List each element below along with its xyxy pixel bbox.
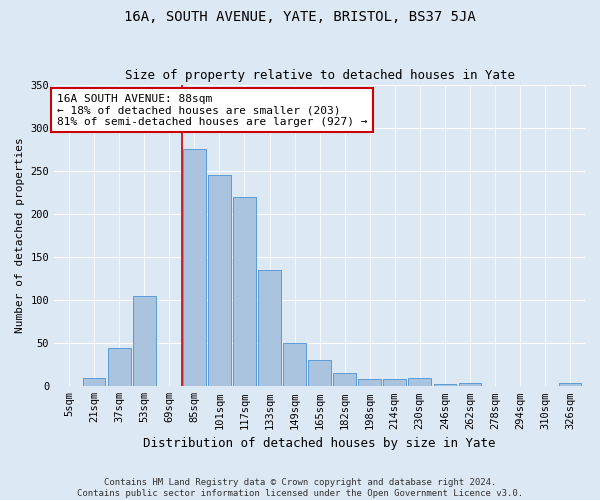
Bar bbox=[108, 348, 131, 387]
Title: Size of property relative to detached houses in Yate: Size of property relative to detached ho… bbox=[125, 69, 515, 82]
Bar bbox=[133, 296, 155, 386]
Bar bbox=[83, 378, 106, 386]
Y-axis label: Number of detached properties: Number of detached properties bbox=[15, 138, 25, 334]
Bar bbox=[334, 374, 356, 386]
X-axis label: Distribution of detached houses by size in Yate: Distribution of detached houses by size … bbox=[143, 437, 496, 450]
Bar bbox=[258, 270, 281, 386]
Bar bbox=[559, 383, 581, 386]
Text: 16A SOUTH AVENUE: 88sqm
← 18% of detached houses are smaller (203)
81% of semi-d: 16A SOUTH AVENUE: 88sqm ← 18% of detache… bbox=[57, 94, 367, 127]
Bar bbox=[383, 380, 406, 386]
Text: Contains HM Land Registry data © Crown copyright and database right 2024.
Contai: Contains HM Land Registry data © Crown c… bbox=[77, 478, 523, 498]
Text: 16A, SOUTH AVENUE, YATE, BRISTOL, BS37 5JA: 16A, SOUTH AVENUE, YATE, BRISTOL, BS37 5… bbox=[124, 10, 476, 24]
Bar bbox=[183, 149, 206, 386]
Bar bbox=[458, 383, 481, 386]
Bar bbox=[233, 196, 256, 386]
Bar bbox=[409, 378, 431, 386]
Bar bbox=[434, 384, 456, 386]
Bar bbox=[283, 343, 306, 386]
Bar bbox=[208, 175, 230, 386]
Bar bbox=[358, 380, 381, 386]
Bar bbox=[308, 360, 331, 386]
